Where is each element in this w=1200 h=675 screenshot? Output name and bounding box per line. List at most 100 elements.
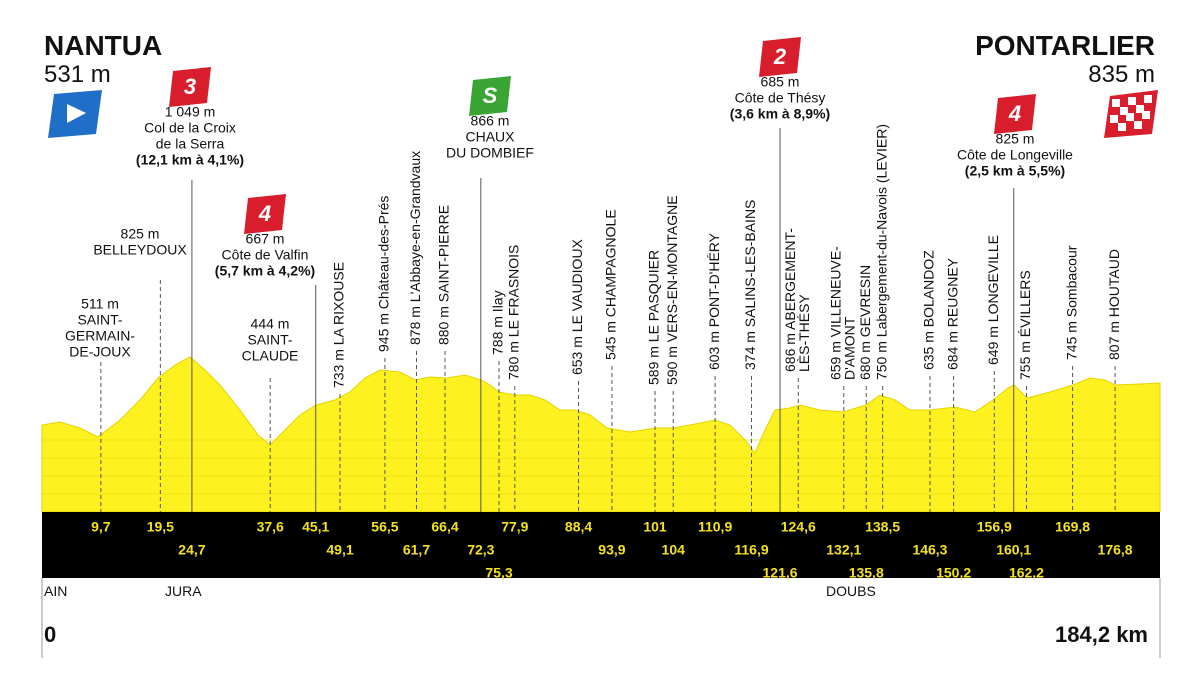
waypoint-label: 686 m ABERGEMENT- [782,228,798,372]
km-label: 61,7 [403,542,430,558]
climb-badge: 2 [759,37,801,77]
km-label: 88,4 [565,519,592,535]
km-label: 169,8 [1055,519,1090,535]
km-label: 66,4 [431,519,458,535]
waypoint-label: 880 m SAINT-PIERRE [436,205,452,345]
waypoint-label: 733 m LA RIXOUSE [331,262,347,388]
climb-badge: 4 [994,94,1036,134]
waypoint-label: LÈS-THÉSY [796,294,812,372]
waypoint-label: DE-JOUX [69,344,131,360]
waypoint-label: 750 m Labergement-du-Navois (LEVIER) [873,124,889,380]
badge-shape [244,194,286,234]
km-label: 110,9 [698,519,732,535]
climb-detail: (2,5 km à 5,5%) [965,163,1065,179]
badge-shape [994,94,1036,134]
waypoint-label: DU DOMBIEF [446,145,534,161]
waypoint-label: 780 m LE FRASNOIS [506,245,522,380]
waypoint-label: 788 m Ilay [490,290,506,355]
km-label: 121,6 [763,565,798,581]
km-label: 56,5 [371,519,398,535]
waypoint-label: 745 m Sombacour [1063,245,1079,360]
region-label: AIN [44,583,67,599]
km-band [42,512,1160,578]
sprint-badge: S [469,76,511,116]
km-label: 132,1 [826,542,861,558]
waypoint-label: 603 m PONT-D'HÉRY [706,232,722,370]
waypoint-label: 807 m HOUTAUD [1106,249,1122,360]
badge-category: 2 [773,44,787,69]
waypoint-label: 444 m [251,316,290,332]
waypoint-label: 680 m GEVRESIN [857,265,873,380]
badge-category: 4 [1008,101,1021,126]
km-label: 162,2 [1009,565,1044,581]
finish-name: PONTARLIER [975,30,1155,61]
badge-shape [759,37,801,77]
km-label: 45,1 [302,519,329,535]
badge-shape [169,67,211,107]
km-label: 124,6 [781,519,816,535]
waypoint-label: 667 m [246,231,285,247]
climb-badge: 3 [169,67,211,107]
waypoint-label: 545 m CHAMPAGNOLE [603,209,619,360]
finish-flag [1104,90,1158,138]
waypoint-label: de la Serra [156,136,225,152]
waypoint-label: 878 m L'Abbaye-en-Grandvaux [407,151,423,345]
start-altitude: 531 m [44,61,111,88]
km-label: 135,8 [849,565,884,581]
km-label: 77,9 [501,519,528,535]
badge-category: 3 [184,74,196,99]
badge-category: 4 [258,201,271,226]
km-label: 146,3 [912,542,947,558]
elevation-profile [41,356,1161,513]
distance-end: 184,2 km [1055,622,1148,647]
km-label: 93,9 [598,542,625,558]
waypoint-label: 685 m [761,74,800,90]
waypoint-label: 649 m LONGEVILLE [985,235,1001,365]
profile-bands [42,439,1160,495]
waypoint-label: 374 m SALINS-LES-BAINS [742,200,758,370]
waypoint-label: 653 m LE VAUDIOUX [569,238,585,375]
waypoint-label: GERMAIN- [65,328,135,344]
km-label: 75,3 [485,565,512,581]
km-label: 116,9 [734,542,768,558]
waypoint-label: D'AMONT [841,316,857,380]
km-label: 24,7 [178,542,205,558]
km-label: 101 [643,519,667,535]
badge-category: S [483,83,498,108]
waypoint-label: 825 m [996,131,1035,147]
region-label: DOUBS [826,583,876,599]
km-label: 49,1 [326,542,353,558]
km-label: 176,8 [1098,542,1133,558]
waypoint-label: SAINT- [247,332,292,348]
waypoint-label: 945 m Château-des-Prés [376,196,392,352]
waypoint-label: Côte de Longeville [957,147,1073,163]
waypoint-label: Col de la Croix [144,120,236,136]
finish-altitude: 835 m [1088,61,1155,88]
km-label: 150,2 [936,565,971,581]
km-label: 72,3 [467,542,494,558]
waypoint-label: 635 m BOLANDOZ [921,250,937,370]
waypoint-label: SAINT- [77,312,122,328]
climb-badge: 4 [244,194,286,234]
start-name: NANTUA [44,30,162,61]
km-label: 138,5 [865,519,900,535]
waypoint-label: 589 m LE PASQUIER [646,250,662,385]
waypoint-label: 825 m [121,226,160,242]
km-label: 156,9 [977,519,1012,535]
badge-shape [469,76,511,116]
km-label: 104 [662,542,686,558]
waypoint-label: 866 m [471,113,510,129]
waypoint-label: Côte de Thésy [735,90,826,106]
waypoint-label: 659 m VILLENEUVE- [827,246,843,380]
waypoint-label: 1 049 m [165,104,216,120]
km-label: 37,6 [257,519,284,535]
waypoint-label: CHAUX [465,129,515,145]
region-label: JURA [165,583,202,599]
km-label: 9,7 [91,519,111,535]
distance-start: 0 [44,622,56,647]
waypoint-label: 684 m REUGNEY [944,257,960,370]
waypoint-label: 590 m VERS-EN-MONTAGNE [664,195,680,385]
waypoint-label: CLAUDE [242,348,299,364]
waypoint-label: 511 m [81,296,119,312]
